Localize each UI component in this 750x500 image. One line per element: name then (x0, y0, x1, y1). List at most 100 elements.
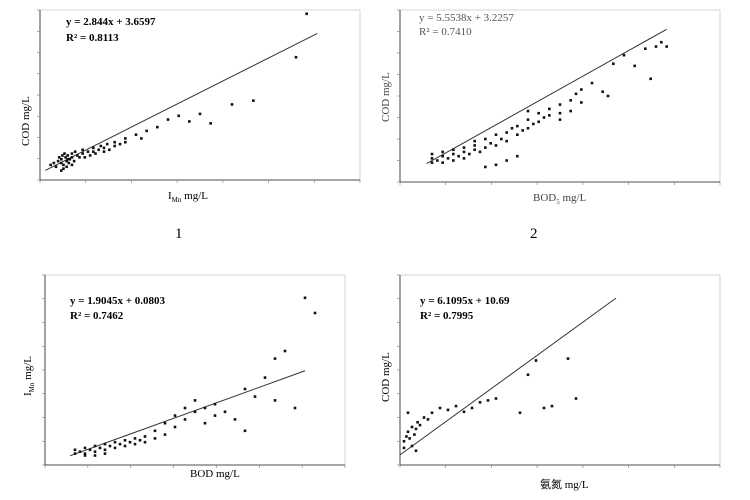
x-axis-label: BOD5 mg/L (533, 192, 586, 206)
data-point (430, 161, 434, 164)
data-point (156, 125, 159, 129)
data-point (402, 439, 406, 443)
data-point (145, 129, 148, 133)
data-point (430, 152, 434, 156)
data-point (83, 454, 87, 457)
data-point (49, 163, 52, 167)
data-point (113, 140, 116, 144)
data-point (209, 122, 212, 125)
data-point (454, 404, 458, 408)
data-point (263, 376, 267, 379)
x-axis-label-sub: Mn (171, 196, 182, 205)
data-point (566, 357, 570, 360)
data-point (61, 154, 64, 157)
chart-plot-3 (42, 274, 346, 468)
data-point (654, 45, 658, 48)
data-point (108, 148, 111, 152)
data-point (67, 161, 71, 165)
data-point (193, 410, 197, 414)
data-point (243, 429, 247, 433)
data-point (64, 156, 67, 159)
r2-label: R² = 0.8113 (66, 32, 119, 44)
chart-panel-2: y = 5.5538x + 3.2257 R² = 0.7410 COD mg/… (375, 0, 750, 250)
data-point (516, 133, 519, 136)
data-point (173, 425, 177, 429)
data-point (580, 101, 583, 104)
data-point (128, 440, 132, 444)
panel-number: 2 (530, 226, 538, 242)
x-axis-label-main: I (168, 190, 172, 202)
data-point (462, 410, 466, 414)
data-point (133, 437, 137, 440)
data-point (60, 161, 63, 165)
data-point (62, 167, 65, 170)
y-axis-label: COD mg/L (20, 96, 32, 146)
data-point (438, 406, 442, 410)
data-point (516, 124, 519, 128)
trendline (399, 297, 617, 456)
data-point (665, 45, 668, 48)
x-axis-label-main: BOD (533, 192, 557, 204)
data-point (505, 139, 508, 143)
y-axis-label-unit: mg/L (22, 356, 34, 383)
data-point (88, 448, 92, 452)
data-point (123, 439, 127, 442)
data-point (542, 116, 546, 119)
data-point (230, 103, 234, 106)
chart-plot-1 (37, 9, 361, 183)
data-point (526, 126, 530, 130)
data-point (430, 157, 434, 160)
data-point (163, 433, 167, 436)
data-point (446, 157, 450, 160)
data-point (62, 163, 65, 167)
data-point (57, 156, 61, 159)
data-point (452, 148, 455, 152)
data-point (430, 411, 434, 415)
data-point (548, 107, 551, 111)
data-point (92, 146, 95, 150)
data-point (78, 450, 82, 453)
equation-label: y = 1.9045x + 0.0803 (70, 295, 166, 307)
trendline (426, 28, 667, 165)
data-point (574, 92, 578, 96)
data-point (273, 399, 277, 402)
data-point (305, 12, 308, 16)
data-point (590, 81, 594, 85)
data-point (113, 144, 116, 148)
data-point (66, 154, 70, 157)
data-point (183, 406, 187, 410)
data-point (526, 373, 530, 377)
equation-label: y = 2.844x + 3.6597 (66, 16, 156, 28)
data-point (569, 109, 572, 113)
y-axis-label-main: I (22, 392, 34, 396)
data-point (494, 133, 498, 136)
data-point (558, 118, 562, 121)
r2-label: R² = 0.7995 (420, 310, 474, 322)
data-point (143, 435, 147, 438)
data-point (422, 416, 426, 419)
data-point (98, 446, 102, 450)
data-point (76, 154, 79, 157)
data-point (408, 437, 411, 440)
x-axis-label: 氨氮 mg/L (540, 479, 589, 491)
data-point (198, 112, 202, 116)
x-axis-label-unit: mg/L (181, 190, 208, 202)
data-point (52, 161, 56, 165)
data-point (649, 77, 652, 81)
data-point (468, 152, 471, 156)
data-point (68, 157, 72, 161)
data-point (118, 142, 122, 146)
data-point (103, 452, 107, 455)
data-point (72, 159, 76, 163)
data-point (70, 163, 74, 167)
data-point (93, 450, 97, 453)
data-point (313, 311, 317, 315)
panel-number: 1 (175, 226, 183, 242)
data-point (73, 448, 77, 452)
data-point (153, 437, 157, 440)
data-point (416, 420, 419, 424)
data-point (73, 452, 77, 455)
data-point (542, 406, 546, 410)
data-point (606, 94, 610, 98)
data-point (457, 154, 460, 158)
